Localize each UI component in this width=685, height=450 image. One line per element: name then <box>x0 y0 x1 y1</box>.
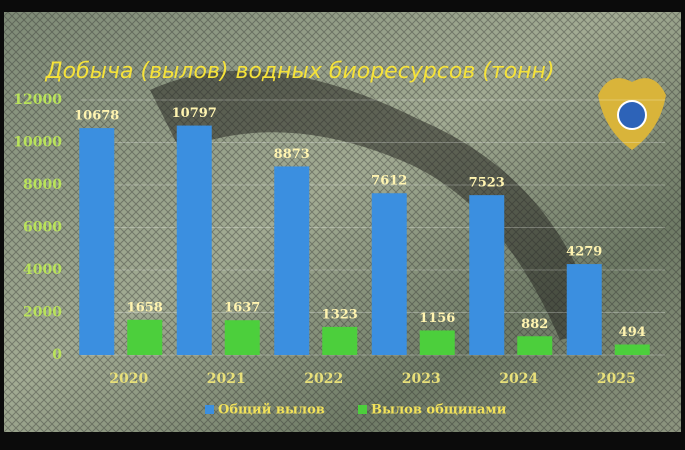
value-label: 1323 <box>322 307 358 322</box>
legend-swatch <box>358 405 367 414</box>
legend-label: Вылов общинами <box>371 403 507 418</box>
chart-title: Добыча (вылов) водных биоресурсов (тонн) <box>44 59 554 84</box>
x-tick-label: 2025 <box>597 371 636 387</box>
bar <box>79 128 115 355</box>
bar <box>274 166 310 355</box>
bar <box>419 330 455 355</box>
x-tick-label: 2024 <box>499 371 538 387</box>
y-tick-label: 0 <box>52 347 62 363</box>
legend-label: Общий вылов <box>218 403 325 418</box>
value-label: 7523 <box>469 176 505 191</box>
net-overlay <box>4 12 681 432</box>
bar <box>127 319 163 355</box>
y-tick-label: 10000 <box>13 135 62 151</box>
emblem <box>598 78 666 150</box>
bar <box>614 344 650 355</box>
x-tick-label: 2021 <box>207 371 246 387</box>
x-tick-label: 2023 <box>402 371 441 387</box>
value-label: 4279 <box>566 245 602 260</box>
value-label: 1156 <box>419 311 455 326</box>
bar <box>517 336 553 355</box>
value-label: 882 <box>521 317 548 332</box>
bar <box>224 320 260 355</box>
value-label: 8873 <box>274 147 310 162</box>
bar <box>371 193 407 355</box>
value-label: 1658 <box>127 300 163 315</box>
bar <box>176 125 212 355</box>
y-tick-label: 2000 <box>23 305 62 321</box>
value-label: 1637 <box>224 301 260 316</box>
bar <box>566 264 602 355</box>
bar <box>469 195 505 355</box>
y-tick-label: 8000 <box>23 177 62 193</box>
value-label: 10797 <box>172 106 217 121</box>
value-label: 7612 <box>371 174 407 189</box>
bar <box>322 326 358 355</box>
y-tick-label: 12000 <box>13 92 62 108</box>
value-label: 10678 <box>74 109 119 124</box>
value-label: 494 <box>619 325 646 340</box>
x-tick-label: 2020 <box>109 371 148 387</box>
y-tick-label: 6000 <box>23 220 62 236</box>
x-tick-label: 2022 <box>304 371 343 387</box>
y-tick-label: 4000 <box>23 262 62 278</box>
legend-swatch <box>205 405 214 414</box>
